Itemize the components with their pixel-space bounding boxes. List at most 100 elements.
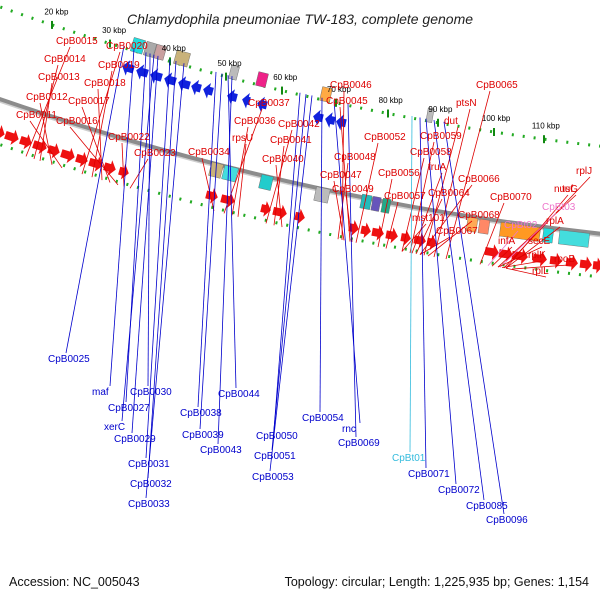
forward-gene-16 bbox=[360, 222, 371, 239]
map-title: Chlamydophila pneumoniae TW-183, complet… bbox=[127, 11, 473, 27]
feature-block-17 bbox=[255, 71, 269, 88]
forward-leader-line bbox=[273, 145, 285, 226]
forward-leader-line bbox=[445, 90, 491, 260]
forward-gene-label: CpB0042 bbox=[278, 119, 320, 130]
forward-gene-1 bbox=[4, 129, 19, 145]
reverse-leader-line bbox=[145, 59, 171, 459]
forward-gene-label: rplK bbox=[528, 250, 546, 261]
reverse-gene-label: CpB0072 bbox=[438, 485, 480, 496]
forward-gene-label: CpB0022 bbox=[108, 132, 150, 143]
forward-leader-line bbox=[121, 142, 125, 187]
forward-leader-line bbox=[69, 126, 119, 186]
gc-skew-dots bbox=[0, 5, 600, 279]
forward-gene-label: ptsN bbox=[456, 98, 477, 109]
reverse-gene-5 bbox=[191, 79, 202, 96]
kbp-label: 100 kbp bbox=[482, 114, 511, 123]
forward-gene-label: dut bbox=[444, 116, 458, 127]
forward-gene-7 bbox=[88, 156, 103, 172]
forward-gene-28 bbox=[579, 256, 592, 273]
reverse-gene-10 bbox=[313, 109, 324, 126]
reverse-gene-label: CpB0085 bbox=[466, 501, 508, 512]
feature-block-15 bbox=[173, 49, 191, 68]
reverse-gene-label: CpB0030 bbox=[130, 387, 172, 398]
forward-leader-line bbox=[339, 106, 351, 242]
reverse-leader-line bbox=[227, 75, 237, 389]
forward-gene-14 bbox=[294, 208, 305, 225]
forward-leader-line bbox=[39, 82, 53, 162]
reverse-gene-label: CpB0032 bbox=[130, 479, 172, 490]
reverse-leader-line bbox=[147, 53, 151, 387]
reverse-gene-label: CpB0054 bbox=[302, 413, 344, 424]
forward-gene-label: secE bbox=[528, 236, 551, 247]
accession-label: Accession: NC_005043 bbox=[9, 575, 140, 589]
reverse-gene-label: CpB0071 bbox=[408, 469, 450, 480]
label-leader-lines bbox=[25, 45, 591, 515]
feature-block-5 bbox=[370, 196, 382, 212]
reverse-gene-label: CpB0033 bbox=[128, 499, 170, 510]
forward-leader-line bbox=[401, 157, 425, 252]
forward-leader-line bbox=[39, 102, 53, 165]
reverse-gene-8 bbox=[242, 93, 251, 109]
reverse-leader-line bbox=[433, 119, 485, 501]
feature-block-3 bbox=[313, 186, 331, 204]
reverse-gene-label: maf bbox=[92, 387, 109, 398]
forward-gene-label: CpB0012 bbox=[26, 92, 68, 103]
forward-gene-25 bbox=[532, 250, 547, 267]
reverse-gene-3 bbox=[164, 72, 177, 88]
forward-gene-label: CpB0017 bbox=[68, 96, 110, 107]
forward-gene-label: CpB0047 bbox=[320, 170, 362, 181]
forward-gene-label: CpB0019 bbox=[98, 60, 140, 71]
reverse-leader-line bbox=[131, 55, 159, 434]
forward-leader-line bbox=[337, 162, 349, 240]
reverse-gene-6 bbox=[203, 83, 214, 99]
reverse-gene-label: CpB0044 bbox=[218, 389, 260, 400]
kbp-label: 50 kbp bbox=[218, 59, 243, 68]
forward-gene-12 bbox=[260, 201, 271, 217]
forward-gene-label: CpB0018 bbox=[84, 78, 126, 89]
forward-leader-line bbox=[419, 236, 451, 255]
reverse-gene-label: xerC bbox=[104, 422, 125, 433]
forward-gene-19 bbox=[400, 229, 411, 246]
feature-block-2 bbox=[258, 173, 274, 191]
forward-gene-label: CpB0011 bbox=[16, 110, 57, 121]
reverse-leader-line bbox=[109, 48, 135, 387]
forward-leader-line bbox=[479, 202, 505, 265]
feature-block-11 bbox=[558, 229, 590, 248]
kbp-ticks: 20 kbp 30 kbp 40 kbp 50 kbp 60 kbp 70 kbp 80 k… bbox=[44, 8, 560, 144]
forward-leader-line bbox=[497, 246, 543, 268]
forward-gene-0 bbox=[0, 125, 5, 141]
reverse-gene-1 bbox=[136, 64, 149, 80]
forward-gene-label: rplA bbox=[546, 216, 564, 227]
forward-gene-label: CpB0015 bbox=[56, 36, 98, 47]
forward-gene-label: CpB0058 bbox=[410, 147, 452, 158]
reverse-leader-line bbox=[419, 117, 427, 469]
forward-gene-label: rpsU bbox=[232, 133, 253, 144]
forward-leader-line bbox=[499, 212, 557, 268]
forward-leader-line bbox=[487, 230, 519, 266]
forward-gene-29 bbox=[592, 257, 600, 274]
forward-leader-line bbox=[81, 51, 121, 175]
reverse-leader-line bbox=[125, 52, 147, 403]
feature-block-18 bbox=[319, 86, 333, 103]
forward-gene-label: CpB0014 bbox=[44, 54, 86, 65]
forward-gene-label: CpB0045 bbox=[326, 96, 368, 107]
forward-gene-label: CpB0016 bbox=[56, 116, 98, 127]
forward-gene-label: CpB0034 bbox=[188, 147, 230, 158]
forward-gene-label: CpB0056 bbox=[378, 168, 420, 179]
feature-block-8 bbox=[477, 218, 491, 235]
forward-leader-line bbox=[333, 180, 345, 241]
reverse-leader-line bbox=[409, 116, 413, 453]
feature-block-7 bbox=[465, 216, 479, 233]
forward-gene-label: infA bbox=[498, 236, 516, 247]
genome-summary: Topology: circular; Length: 1,225,935 bp… bbox=[285, 575, 589, 589]
forward-gene-label: CpB0046 bbox=[330, 80, 372, 91]
forward-leader-line bbox=[25, 46, 71, 157]
forward-gene-label: CpBt03 bbox=[542, 202, 576, 213]
reverse-leader-line bbox=[273, 92, 301, 431]
reverse-gene-label: CpB0025 bbox=[48, 354, 90, 365]
forward-leader-line bbox=[33, 64, 59, 160]
feature-block-4 bbox=[359, 193, 373, 210]
kbp-label: 20 kbp bbox=[44, 8, 69, 17]
reverse-gene-label: CpB0038 bbox=[180, 408, 222, 419]
reverse-gene-9 bbox=[257, 96, 268, 113]
